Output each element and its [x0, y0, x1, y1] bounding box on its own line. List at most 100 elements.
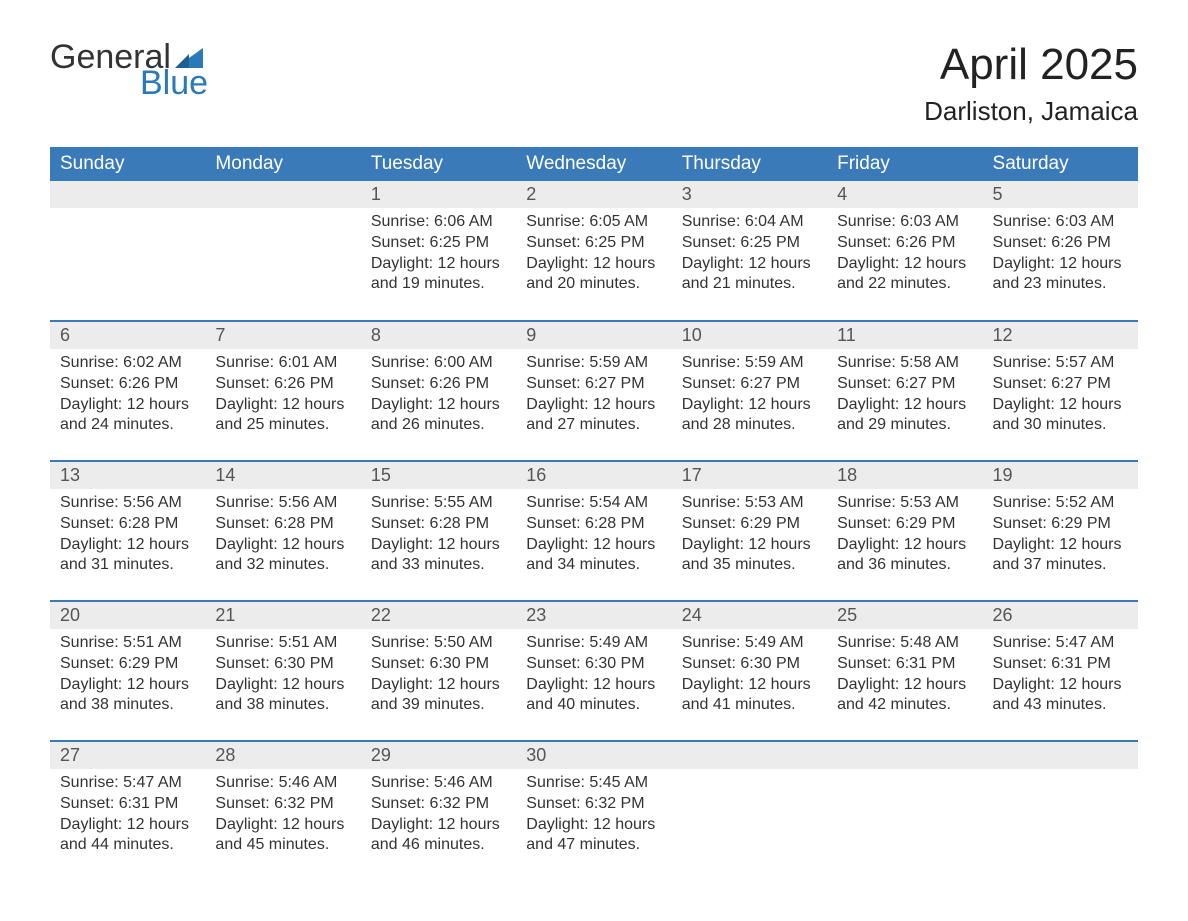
- calendar-week: 27Sunrise: 5:47 AMSunset: 6:31 PMDayligh…: [50, 741, 1138, 881]
- sunset: Sunset: 6:25 PM: [371, 233, 506, 254]
- calendar-day: 19Sunrise: 5:52 AMSunset: 6:29 PMDayligh…: [983, 461, 1138, 601]
- sunrise: Sunrise: 5:50 AM: [371, 633, 506, 654]
- calendar-week: 1Sunrise: 6:06 AMSunset: 6:25 PMDaylight…: [50, 181, 1138, 321]
- day-number: 17: [672, 462, 827, 489]
- daylight-line2: and 45 minutes.: [215, 835, 350, 856]
- day-number: 7: [205, 322, 360, 349]
- month-title: April 2025: [924, 40, 1138, 90]
- day-number: 28: [205, 742, 360, 769]
- logo: General Blue: [50, 40, 208, 100]
- sunrise: Sunrise: 6:05 AM: [526, 212, 661, 233]
- calendar-day: 21Sunrise: 5:51 AMSunset: 6:30 PMDayligh…: [205, 601, 360, 741]
- daylight-line1: Daylight: 12 hours: [60, 815, 195, 836]
- day-number: 25: [827, 602, 982, 629]
- day-number: 22: [361, 602, 516, 629]
- day-number: 27: [50, 742, 205, 769]
- calendar-day: 30Sunrise: 5:45 AMSunset: 6:32 PMDayligh…: [516, 741, 671, 881]
- sunset: Sunset: 6:30 PM: [215, 654, 350, 675]
- sunset: Sunset: 6:29 PM: [837, 514, 972, 535]
- sunrise: Sunrise: 5:47 AM: [993, 633, 1128, 654]
- calendar-week: 6Sunrise: 6:02 AMSunset: 6:26 PMDaylight…: [50, 321, 1138, 461]
- sunrise: Sunrise: 5:49 AM: [526, 633, 661, 654]
- day-content: Sunrise: 5:46 AMSunset: 6:32 PMDaylight:…: [205, 769, 360, 866]
- day-number-empty: [50, 181, 205, 208]
- calendar-day: 1Sunrise: 6:06 AMSunset: 6:25 PMDaylight…: [361, 181, 516, 321]
- sunset: Sunset: 6:25 PM: [526, 233, 661, 254]
- calendar-day: 18Sunrise: 5:53 AMSunset: 6:29 PMDayligh…: [827, 461, 982, 601]
- day-content: Sunrise: 5:53 AMSunset: 6:29 PMDaylight:…: [827, 489, 982, 586]
- sunset: Sunset: 6:30 PM: [682, 654, 817, 675]
- sunset: Sunset: 6:32 PM: [215, 794, 350, 815]
- sunrise: Sunrise: 6:03 AM: [837, 212, 972, 233]
- sunrise: Sunrise: 5:54 AM: [526, 493, 661, 514]
- daylight-line2: and 21 minutes.: [682, 274, 817, 295]
- sunrise: Sunrise: 6:02 AM: [60, 353, 195, 374]
- sunrise: Sunrise: 5:46 AM: [371, 773, 506, 794]
- day-content: Sunrise: 6:00 AMSunset: 6:26 PMDaylight:…: [361, 349, 516, 446]
- calendar-table: SundayMondayTuesdayWednesdayThursdayFrid…: [50, 147, 1138, 881]
- day-content: Sunrise: 5:49 AMSunset: 6:30 PMDaylight:…: [516, 629, 671, 726]
- sunrise: Sunrise: 5:48 AM: [837, 633, 972, 654]
- sunset: Sunset: 6:30 PM: [526, 654, 661, 675]
- calendar-day: 24Sunrise: 5:49 AMSunset: 6:30 PMDayligh…: [672, 601, 827, 741]
- day-content: Sunrise: 6:06 AMSunset: 6:25 PMDaylight:…: [361, 208, 516, 305]
- daylight-line2: and 22 minutes.: [837, 274, 972, 295]
- day-number: 20: [50, 602, 205, 629]
- daylight-line2: and 24 minutes.: [60, 415, 195, 436]
- sunrise: Sunrise: 5:45 AM: [526, 773, 661, 794]
- day-content: Sunrise: 5:55 AMSunset: 6:28 PMDaylight:…: [361, 489, 516, 586]
- daylight-line1: Daylight: 12 hours: [993, 535, 1128, 556]
- day-content: Sunrise: 5:54 AMSunset: 6:28 PMDaylight:…: [516, 489, 671, 586]
- day-content: Sunrise: 5:57 AMSunset: 6:27 PMDaylight:…: [983, 349, 1138, 446]
- day-number: 21: [205, 602, 360, 629]
- daylight-line2: and 41 minutes.: [682, 695, 817, 716]
- sunrise: Sunrise: 5:47 AM: [60, 773, 195, 794]
- daylight-line1: Daylight: 12 hours: [993, 395, 1128, 416]
- day-number: 12: [983, 322, 1138, 349]
- daylight-line2: and 46 minutes.: [371, 835, 506, 856]
- daylight-line1: Daylight: 12 hours: [215, 395, 350, 416]
- sunrise: Sunrise: 6:00 AM: [371, 353, 506, 374]
- calendar-week: 20Sunrise: 5:51 AMSunset: 6:29 PMDayligh…: [50, 601, 1138, 741]
- day-number: 5: [983, 181, 1138, 208]
- sunset: Sunset: 6:31 PM: [60, 794, 195, 815]
- calendar-day: 13Sunrise: 5:56 AMSunset: 6:28 PMDayligh…: [50, 461, 205, 601]
- day-content: Sunrise: 5:47 AMSunset: 6:31 PMDaylight:…: [50, 769, 205, 866]
- daylight-line2: and 37 minutes.: [993, 555, 1128, 576]
- sunset: Sunset: 6:30 PM: [371, 654, 506, 675]
- day-content: Sunrise: 5:51 AMSunset: 6:30 PMDaylight:…: [205, 629, 360, 726]
- calendar-day: 4Sunrise: 6:03 AMSunset: 6:26 PMDaylight…: [827, 181, 982, 321]
- sunrise: Sunrise: 5:51 AM: [60, 633, 195, 654]
- day-number: 13: [50, 462, 205, 489]
- day-content: Sunrise: 5:45 AMSunset: 6:32 PMDaylight:…: [516, 769, 671, 866]
- day-number: 9: [516, 322, 671, 349]
- day-content: Sunrise: 5:50 AMSunset: 6:30 PMDaylight:…: [361, 629, 516, 726]
- day-number: 15: [361, 462, 516, 489]
- sunrise: Sunrise: 5:49 AM: [682, 633, 817, 654]
- day-content: Sunrise: 5:56 AMSunset: 6:28 PMDaylight:…: [50, 489, 205, 586]
- day-content: Sunrise: 6:01 AMSunset: 6:26 PMDaylight:…: [205, 349, 360, 446]
- day-number: 24: [672, 602, 827, 629]
- calendar-day: 9Sunrise: 5:59 AMSunset: 6:27 PMDaylight…: [516, 321, 671, 461]
- day-content: Sunrise: 5:59 AMSunset: 6:27 PMDaylight:…: [672, 349, 827, 446]
- day-content: Sunrise: 5:47 AMSunset: 6:31 PMDaylight:…: [983, 629, 1138, 726]
- daylight-line2: and 42 minutes.: [837, 695, 972, 716]
- day-number: 19: [983, 462, 1138, 489]
- daylight-line1: Daylight: 12 hours: [837, 395, 972, 416]
- sunset: Sunset: 6:25 PM: [682, 233, 817, 254]
- sunset: Sunset: 6:32 PM: [371, 794, 506, 815]
- day-number: 18: [827, 462, 982, 489]
- weekday-header: Thursday: [672, 147, 827, 181]
- day-number: 3: [672, 181, 827, 208]
- sunset: Sunset: 6:26 PM: [215, 374, 350, 395]
- sunrise: Sunrise: 5:46 AM: [215, 773, 350, 794]
- daylight-line2: and 38 minutes.: [215, 695, 350, 716]
- calendar-day: 12Sunrise: 5:57 AMSunset: 6:27 PMDayligh…: [983, 321, 1138, 461]
- calendar-day: 14Sunrise: 5:56 AMSunset: 6:28 PMDayligh…: [205, 461, 360, 601]
- daylight-line1: Daylight: 12 hours: [371, 535, 506, 556]
- sunset: Sunset: 6:27 PM: [993, 374, 1128, 395]
- sunrise: Sunrise: 5:53 AM: [682, 493, 817, 514]
- daylight-line2: and 25 minutes.: [215, 415, 350, 436]
- calendar-day: 29Sunrise: 5:46 AMSunset: 6:32 PMDayligh…: [361, 741, 516, 881]
- day-number: 14: [205, 462, 360, 489]
